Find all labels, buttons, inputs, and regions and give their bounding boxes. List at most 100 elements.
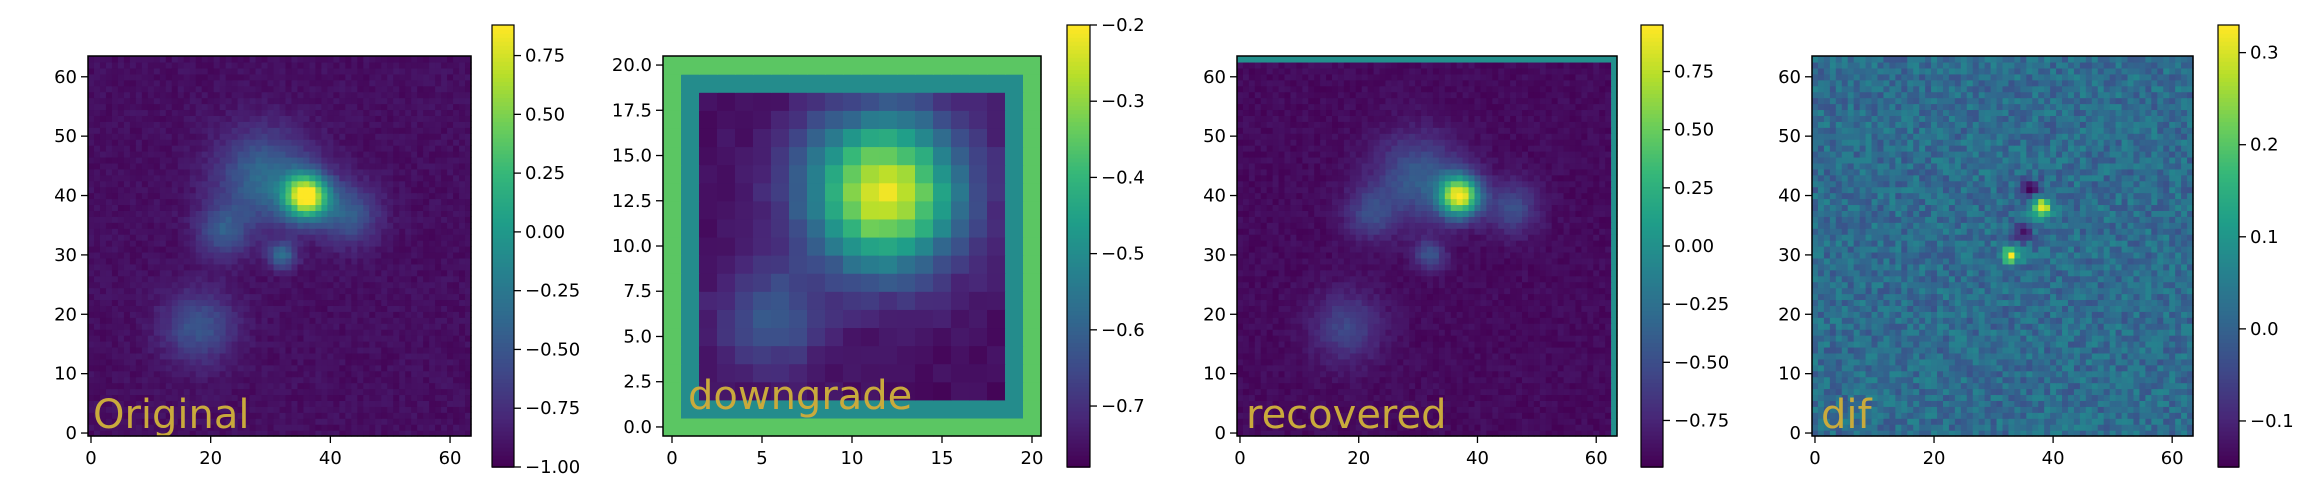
heatmap-cell (153, 210, 161, 217)
heatmap-cell (345, 406, 352, 413)
colorbar-segment (1067, 217, 1090, 223)
heatmap-cell (429, 352, 436, 360)
heatmap-cell (207, 97, 215, 105)
heatmap-cell (285, 228, 293, 235)
heatmap-cell (387, 91, 394, 99)
heatmap-cell (771, 399, 790, 419)
heatmap-cell (399, 257, 406, 265)
heatmap-cell (789, 92, 808, 111)
heatmap-cell (423, 139, 430, 146)
heatmap-cell (435, 263, 442, 271)
heatmap-cell (1349, 424, 1357, 431)
heatmap-cell (393, 299, 400, 306)
heatmap-cell (141, 317, 149, 324)
heatmap-cell (111, 109, 119, 116)
heatmap-cell (411, 400, 418, 407)
heatmap-cell (1242, 418, 1250, 425)
heatmap-cell (219, 198, 227, 206)
heatmap-cell (297, 323, 305, 330)
heatmap-cell (195, 234, 203, 241)
heatmap-cell (375, 246, 382, 253)
heatmap-cell (399, 352, 406, 360)
heatmap-cell (1421, 424, 1428, 431)
heatmap-cell (243, 67, 251, 75)
heatmap-cell (987, 236, 1006, 256)
heatmap-cell (159, 79, 167, 87)
heatmap-cell (771, 218, 790, 238)
heatmap-cell (417, 352, 424, 360)
heatmap-cell (363, 305, 370, 312)
heatmap-cell (93, 240, 101, 247)
heatmap-cell (147, 91, 155, 99)
heatmap-cell (201, 263, 209, 271)
colorbar-segment (492, 358, 514, 364)
heatmap-cell (411, 216, 418, 223)
heatmap-cell (225, 352, 233, 360)
heatmap-cell (1308, 418, 1315, 425)
heatmap-cell (843, 92, 862, 111)
heatmap-cell (375, 127, 382, 134)
heatmap-cell (273, 358, 281, 366)
heatmap-cell (369, 234, 376, 241)
heatmap-cell (423, 424, 430, 431)
heatmap-cell (327, 346, 334, 354)
heatmap-cell (297, 269, 305, 277)
heatmap-cell (453, 251, 460, 259)
heatmap-cell (459, 412, 466, 419)
heatmap-cell (243, 222, 251, 229)
heatmap-cell (1527, 424, 1535, 431)
heatmap-cell (339, 275, 346, 283)
heatmap-cell (255, 287, 263, 295)
heatmap-cell (237, 275, 245, 283)
heatmap-cell (1260, 424, 1268, 431)
heatmap-cell (237, 299, 245, 306)
heatmap-cell (219, 299, 227, 306)
heatmap-cell (315, 335, 322, 342)
heatmap-cell (327, 73, 334, 81)
heatmap-cell (147, 61, 155, 69)
heatmap-cell (267, 317, 275, 324)
heatmap-cell (405, 103, 412, 111)
heatmap-cell (171, 85, 179, 93)
heatmap-cell (315, 311, 322, 318)
heatmap-cell (933, 146, 952, 166)
heatmap-cell (381, 91, 388, 99)
heatmap-cell (327, 151, 334, 158)
heatmap-cell (183, 56, 191, 63)
heatmap-cell (273, 85, 281, 93)
heatmap-cell (441, 275, 448, 283)
heatmap-cell (447, 240, 454, 247)
heatmap-cell (333, 85, 340, 93)
colorbar-tick-label: −0.50 (525, 339, 580, 360)
heatmap-cell (99, 192, 107, 200)
heatmap-cell (297, 133, 305, 140)
heatmap-cell (243, 127, 251, 134)
heatmap-cell (375, 263, 382, 271)
heatmap-cell (279, 335, 287, 342)
heatmap-cell (189, 240, 197, 247)
heatmap-cell (429, 210, 436, 217)
heatmap-cell (1575, 424, 1582, 431)
heatmap-cell (351, 424, 358, 431)
heatmap-cell (375, 341, 382, 348)
heatmap-cell (231, 56, 239, 63)
heatmap-cell (195, 376, 203, 384)
heatmap-cell (183, 210, 191, 217)
heatmap-cell (159, 352, 167, 360)
heatmap-cell (1326, 418, 1333, 425)
heatmap-cell (129, 263, 137, 271)
heatmap-cell (303, 323, 311, 330)
heatmap-cell (291, 257, 299, 265)
heatmap-cell (333, 287, 340, 295)
colorbar-segment (1067, 89, 1090, 95)
heatmap-cell (435, 121, 442, 128)
heatmap-cell (147, 228, 155, 235)
heatmap-cell (171, 180, 179, 188)
heatmap-cell (88, 115, 95, 122)
heatmap-cell (339, 151, 346, 158)
heatmap-cell (117, 145, 125, 152)
heatmap-cell (279, 430, 287, 437)
heatmap-cell (159, 67, 167, 75)
heatmap-cell (237, 109, 245, 116)
heatmap-cell (807, 182, 826, 202)
